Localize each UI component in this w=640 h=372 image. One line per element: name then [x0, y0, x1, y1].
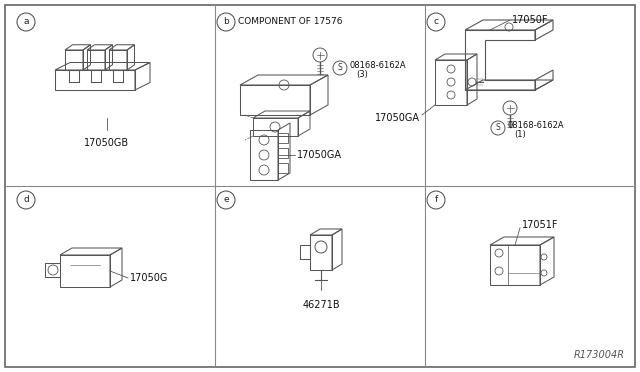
Text: 17050G: 17050G [130, 273, 168, 283]
Text: 17050GB: 17050GB [84, 138, 129, 148]
Text: 08168-6162A: 08168-6162A [508, 121, 564, 129]
Text: f: f [435, 196, 438, 205]
Text: 17050GA: 17050GA [375, 113, 420, 123]
Text: (1): (1) [514, 129, 525, 138]
Text: 17050F: 17050F [512, 15, 548, 25]
Text: e: e [223, 196, 229, 205]
Text: 17051F: 17051F [522, 220, 559, 230]
Text: b: b [223, 17, 229, 26]
Text: R173004R: R173004R [574, 350, 625, 360]
Text: 08168-6162A: 08168-6162A [350, 61, 406, 70]
Text: S: S [338, 64, 342, 73]
Text: COMPONENT OF 17576: COMPONENT OF 17576 [238, 17, 342, 26]
Text: d: d [23, 196, 29, 205]
Text: c: c [433, 17, 438, 26]
Text: S: S [495, 124, 500, 132]
Text: 46271B: 46271B [302, 300, 340, 310]
Text: 17050GA: 17050GA [297, 150, 342, 160]
Text: a: a [23, 17, 29, 26]
Text: (3): (3) [356, 70, 368, 78]
